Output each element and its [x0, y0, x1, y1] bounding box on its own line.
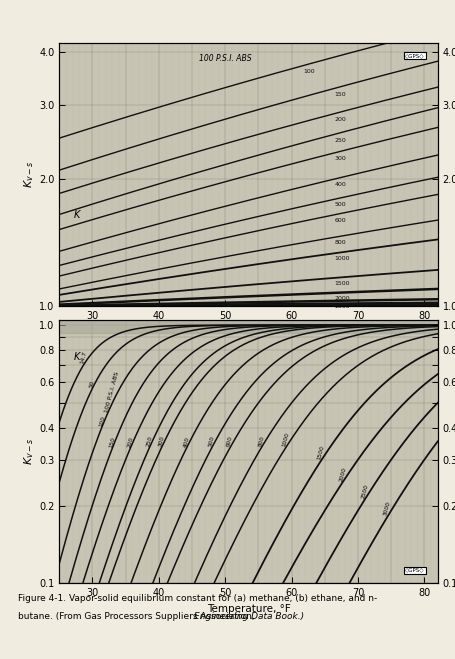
Text: 50: 50 [89, 380, 96, 388]
Text: 100: 100 [303, 69, 314, 74]
Text: 100 P.S.I. ABS: 100 P.S.I. ABS [104, 371, 120, 413]
X-axis label: Temperature, °F: Temperature, °F [206, 604, 290, 614]
X-axis label: Temperature, °F: Temperature, °F [206, 327, 290, 337]
Text: 400: 400 [334, 183, 345, 187]
Text: Engineering Data Book.): Engineering Data Book.) [193, 612, 303, 621]
Y-axis label: $K_{v-s}$: $K_{v-s}$ [22, 161, 36, 188]
Text: 250: 250 [334, 138, 345, 142]
Text: 2500: 2500 [359, 484, 368, 500]
Text: 250: 250 [145, 436, 153, 447]
Text: 200: 200 [334, 117, 345, 122]
Text: 3000: 3000 [382, 501, 391, 517]
Text: 600: 600 [226, 436, 233, 447]
Text: 1500: 1500 [316, 445, 325, 461]
Text: 500: 500 [207, 435, 215, 447]
Text: 2000: 2000 [334, 296, 349, 301]
Text: 1500: 1500 [334, 281, 349, 286]
Text: 150: 150 [108, 436, 116, 448]
Text: K: K [74, 210, 80, 220]
Text: 800: 800 [257, 436, 265, 447]
Text: 600: 600 [334, 218, 345, 223]
Text: butane. (From Gas Processors Suppliers Association,: butane. (From Gas Processors Suppliers A… [18, 612, 257, 621]
Text: 2500: 2500 [334, 304, 349, 308]
Text: 2000: 2000 [338, 466, 347, 482]
Text: ◇GPS◇: ◇GPS◇ [404, 567, 424, 573]
Text: Figure 4-1. Vapor-solid equilibrium constant for (a) methane, (b) ethane, and n-: Figure 4-1. Vapor-solid equilibrium cons… [18, 594, 377, 604]
Text: 1000: 1000 [334, 256, 349, 262]
Text: 100: 100 [98, 415, 106, 427]
Text: 1000: 1000 [281, 432, 290, 447]
Text: K: K [74, 353, 80, 362]
Text: 150: 150 [334, 92, 345, 97]
Text: 100 P.S.I. ABS: 100 P.S.I. ABS [198, 54, 251, 63]
Bar [59, 320, 437, 333]
Text: 800: 800 [334, 241, 345, 245]
Y-axis label: $K_{v-s}$: $K_{v-s}$ [22, 438, 36, 465]
Text: 300: 300 [157, 435, 165, 447]
Text: 400: 400 [182, 436, 190, 448]
Text: ◇GPS◇: ◇GPS◇ [404, 53, 424, 59]
Text: 500: 500 [334, 202, 345, 208]
Text: 14.7: 14.7 [80, 351, 88, 364]
Text: 200: 200 [126, 436, 134, 448]
Text: 300: 300 [334, 156, 345, 161]
